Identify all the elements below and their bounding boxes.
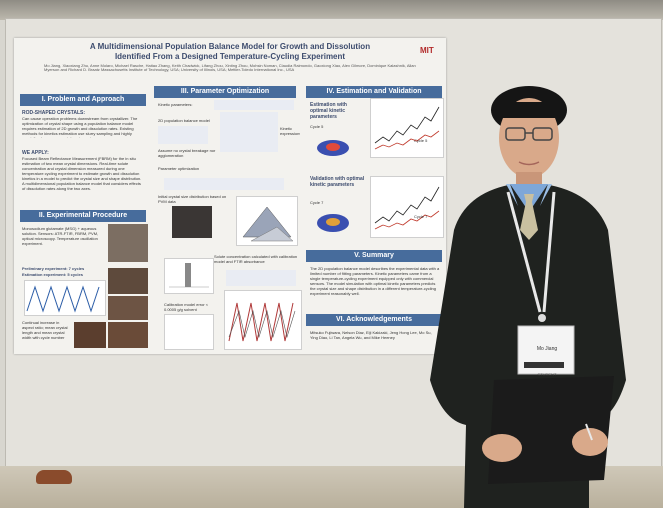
ftir-plot — [164, 258, 214, 294]
exp-label-preliminary: Preliminary experiment: 7 cycles — [22, 266, 85, 271]
problem-text: Can cause operation problems downstream … — [22, 116, 138, 138]
ftir-graphic — [169, 263, 209, 288]
cycle7-label-left: Cycle 7 — [310, 200, 324, 205]
poster-title: A Multidimensional Population Balance Mo… — [14, 42, 446, 62]
problem-heading: ROD-SHAPED CRYSTALS: — [22, 110, 86, 116]
validation-title: Validation with optimal kinetic paramete… — [310, 176, 365, 188]
cycle5-label-left: Cycle 5 — [310, 124, 324, 129]
ceiling — [0, 0, 663, 20]
poster-title-line1: A Multidimensional Population Balance Mo… — [89, 42, 371, 51]
parameter-optimization-label: Parameter optimization — [158, 166, 200, 171]
section-header-optimization: III. Parameter Optimization — [154, 86, 296, 98]
research-poster: A Multidimensional Population Balance Mo… — [14, 38, 446, 354]
concentration-equation — [226, 270, 296, 286]
summary-text: The 2D population balance model describe… — [310, 266, 440, 296]
validation-line-graphic — [374, 186, 440, 230]
acknowledgements-text: Mitsuko Fujiwara, Nelson Diaz, Eiji Kaki… — [310, 330, 432, 340]
approach-text-block: WE APPLY: Focused Beam Reflectance Measu… — [22, 150, 144, 202]
pvm-image — [172, 206, 212, 238]
kinetic-parameters-label: Kinetic parameters: — [158, 102, 193, 107]
pbm-label: 2D population balance model — [158, 118, 210, 123]
validation-3d-plot — [312, 206, 354, 236]
mit-logo: MIT — [420, 46, 434, 55]
exp-label-estimation: Estimation experiment: 5 cycles — [22, 272, 83, 277]
solute-concentration-label: Solute concentration calculated with cal… — [214, 254, 298, 264]
calibration-note: Calibration model error < 0.0005 g/g sol… — [164, 302, 209, 312]
shoe-in-background — [36, 470, 72, 484]
kinetic-parameter-equation — [214, 100, 294, 110]
validation-line-plot — [370, 176, 444, 238]
kinetic-expressions-label: Kinetic expressions — [280, 126, 300, 136]
no-agglomeration-label: Assume no crystal breakage nor agglomera… — [158, 148, 216, 158]
experiment-note: Continual increase in aspect ratio; mean… — [22, 320, 68, 340]
presenter-person — [430, 86, 626, 508]
estimation-line-graphic — [374, 106, 440, 150]
crystal-micrograph-4 — [108, 322, 148, 348]
cycle5-label-right: Cycle 5 — [414, 138, 428, 143]
poster-title-line2: Identified From a Designed Temperature-C… — [114, 52, 346, 61]
calibration-plot — [164, 314, 214, 350]
csd-3d-graphic — [242, 206, 294, 242]
objective-function-equation — [164, 178, 284, 190]
temperature-cycle-plot — [24, 280, 106, 316]
estimation-line-plot — [370, 98, 444, 158]
section-header-acknowledgements: VI. Acknowledgements — [306, 314, 442, 326]
crystal-micrograph-3 — [74, 322, 106, 348]
crystal-micrograph-1 — [108, 268, 148, 294]
kinetic-equations — [220, 112, 278, 152]
concentration-cycle-graphic — [228, 302, 296, 342]
approach-heading: WE APPLY: — [22, 150, 49, 156]
section-header-summary: V. Summary — [306, 250, 442, 262]
poster-authors: Mo Jiang, Xiaoxiang Zhu, Anne Molaro, Mi… — [44, 64, 416, 76]
badge-footer: STUDENT — [537, 372, 557, 377]
problem-text-block: ROD-SHAPED CRYSTALS: Can cause operation… — [22, 110, 144, 138]
estimation-3d-plot — [312, 132, 354, 160]
estimation-3d-graphic — [317, 140, 349, 156]
initial-csd-label: Initial crystal size distribution based … — [158, 194, 227, 204]
section-header-experimental: II. Experimental Procedure — [20, 210, 146, 222]
csd-3d-plot — [236, 196, 298, 246]
pbm-equation — [158, 126, 208, 144]
estimation-title: Estimation with optimal kinetic paramete… — [310, 102, 347, 120]
section-header-problem: I. Problem and Approach — [20, 94, 146, 106]
crystal-micrograph-2 — [108, 296, 148, 320]
poster-author-list: Mo Jiang, Xiaoxiang Zhu, Anne Molaro, Mi… — [44, 64, 416, 72]
name-badge: Mo Jiang — [520, 346, 574, 352]
badge-name: Mo Jiang — [536, 346, 558, 352]
poster-affiliations: Massachusetts Institute of Technology, U… — [100, 67, 295, 72]
cycle7-label-right: Cycle 7 — [414, 214, 428, 219]
validation-3d-graphic — [317, 214, 349, 232]
temperature-cycle-graphic — [26, 285, 100, 313]
approach-text: Focused Beam Reflectance Measurement (FB… — [22, 156, 142, 191]
lab-setup-photo — [108, 224, 148, 262]
experimental-text: Monosodium glutamate (MSG) + aqueous sol… — [22, 226, 99, 246]
concentration-cycle-plot — [224, 290, 302, 350]
section-header-validation: IV. Estimation and Validation — [306, 86, 442, 98]
